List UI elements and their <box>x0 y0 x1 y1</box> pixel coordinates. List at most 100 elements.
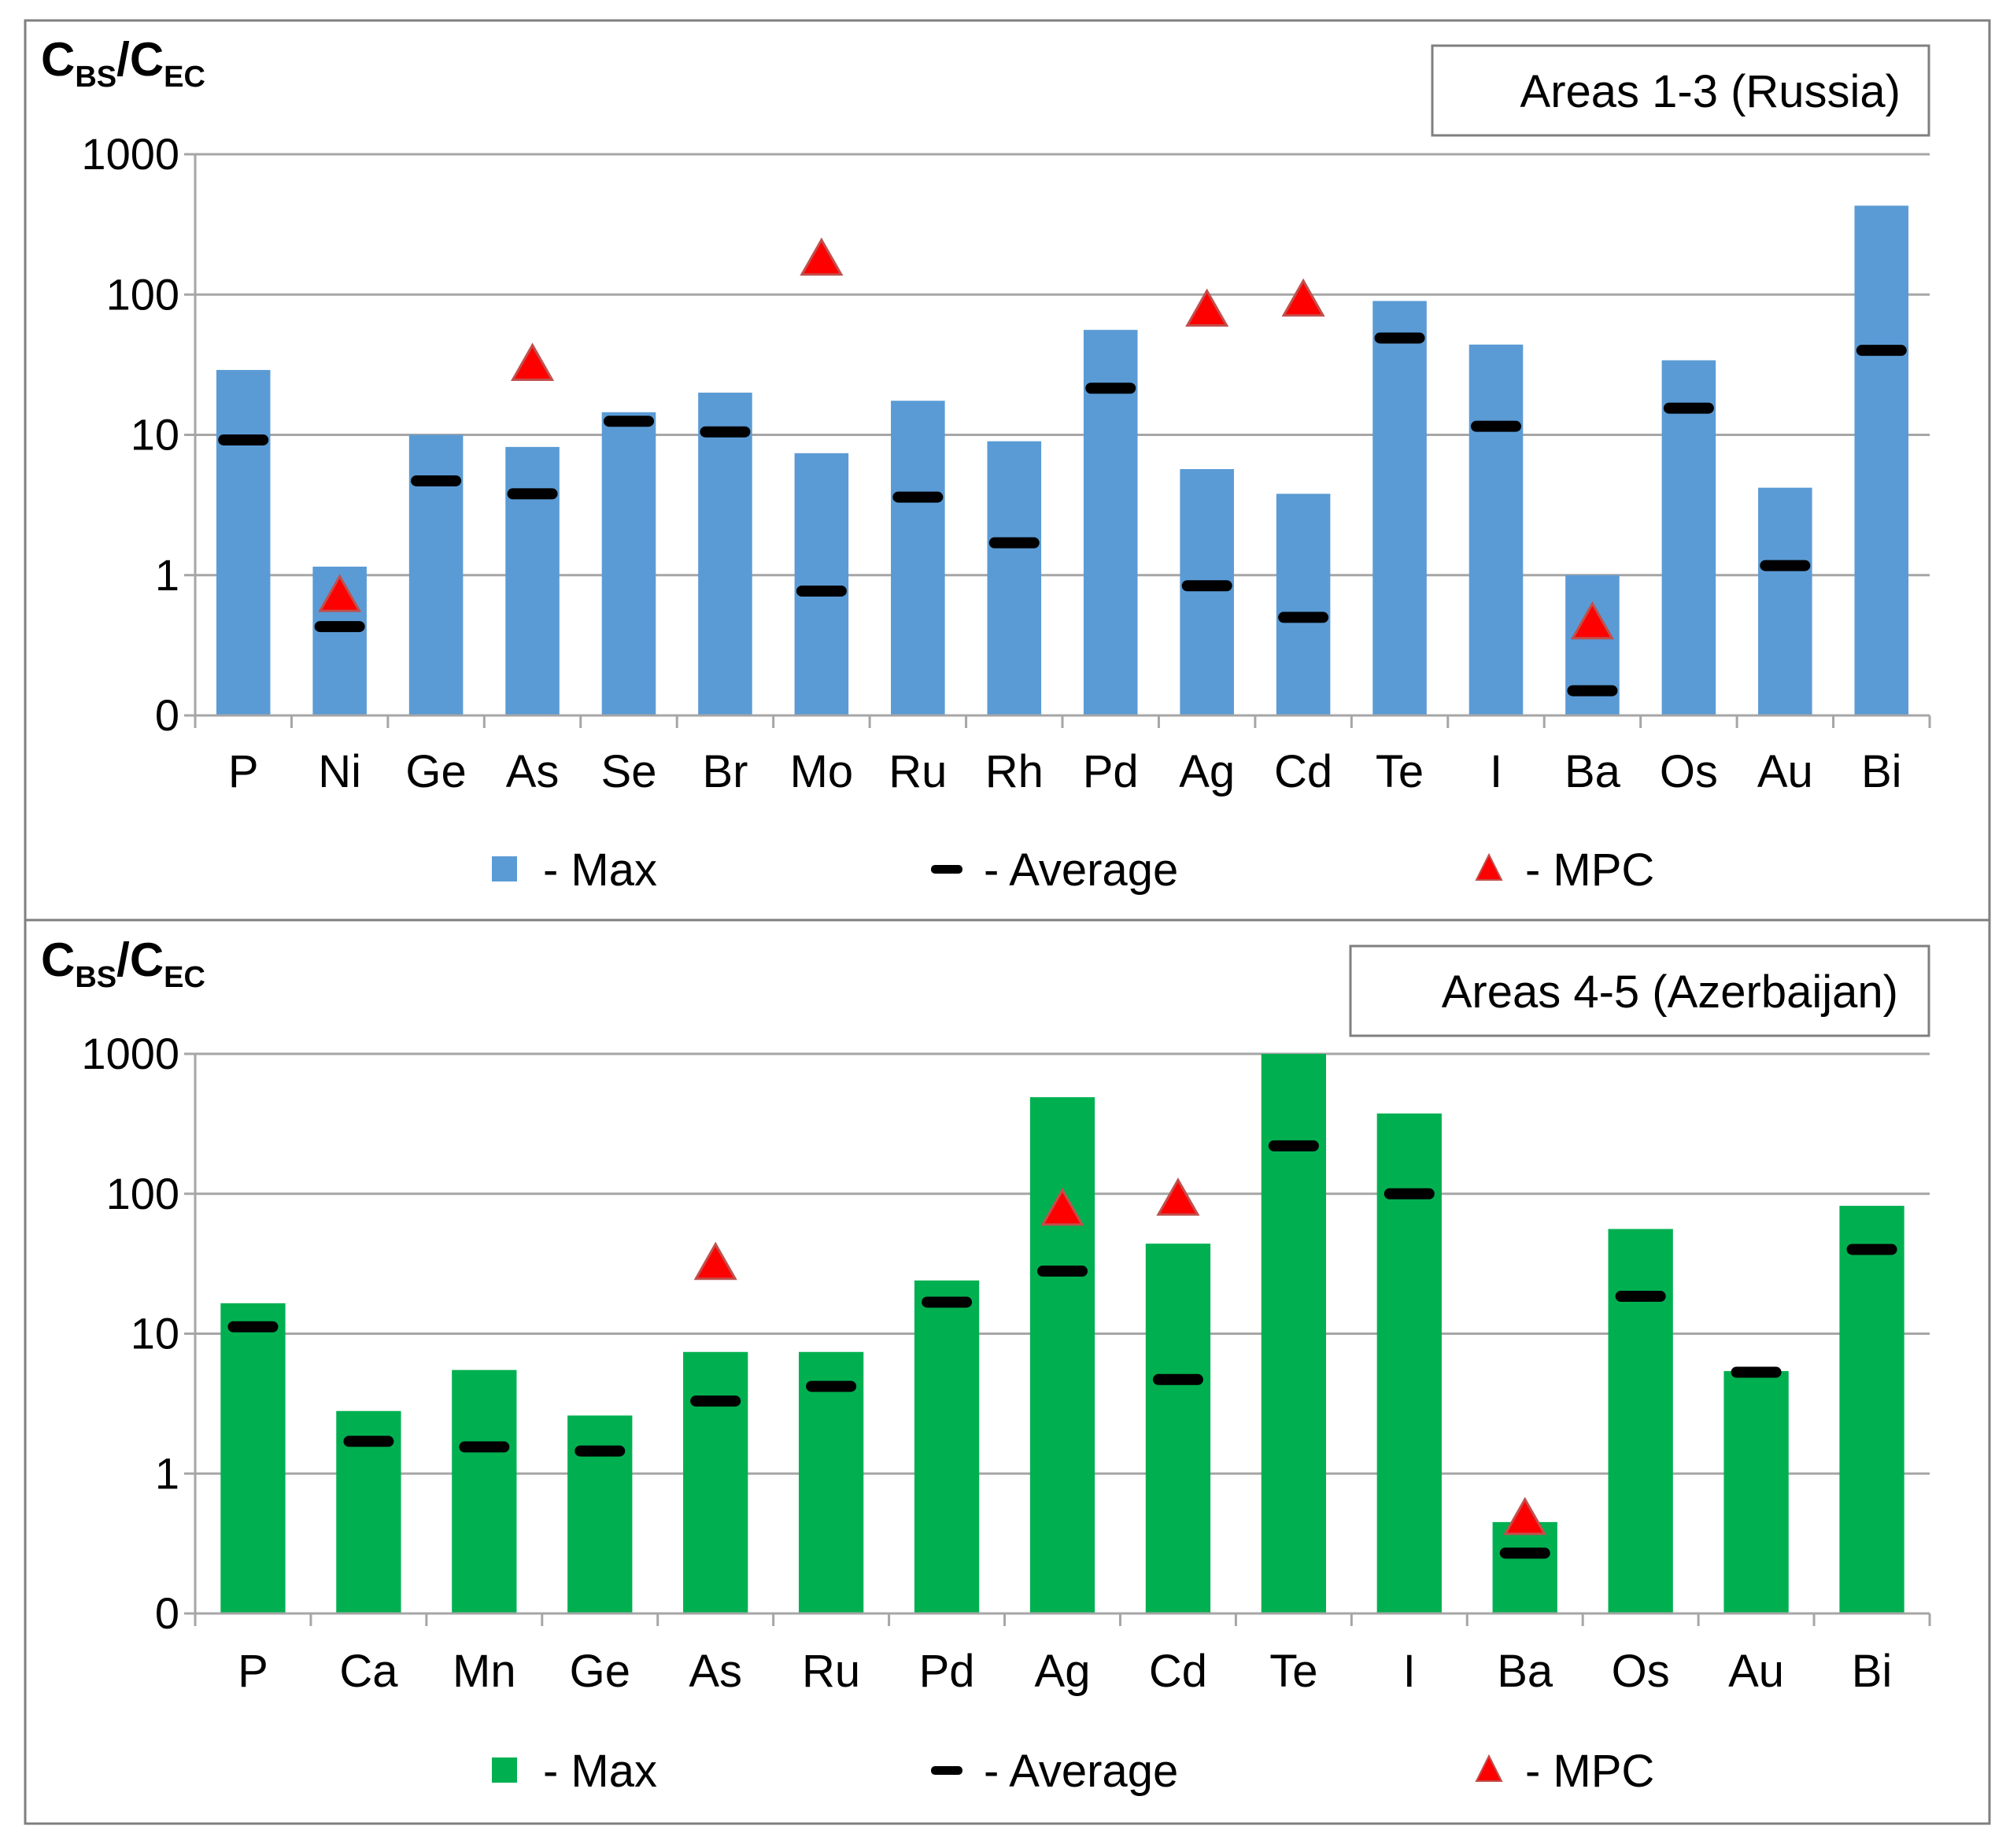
mpc-marker <box>800 237 844 276</box>
mpc-marker <box>318 574 362 612</box>
y-tick-label: 1000 <box>81 1029 179 1078</box>
average-marker <box>1085 383 1136 394</box>
average-marker <box>411 475 462 486</box>
y-tick-label: 10 <box>131 1309 179 1358</box>
y-tick-label: 1 <box>155 550 179 600</box>
x-tick-label: I <box>1490 746 1502 797</box>
legend-average-swatch <box>931 1766 962 1775</box>
annotation-box <box>1431 44 1930 137</box>
average-marker <box>1374 332 1425 344</box>
legend-max-label: - Max <box>543 845 657 896</box>
bar-max <box>1261 1054 1327 1613</box>
x-tick-label: Rh <box>985 746 1044 797</box>
bar-max <box>1372 301 1427 716</box>
bar-max <box>798 1351 864 1613</box>
average-marker <box>1567 685 1618 697</box>
x-tick-label: I <box>1403 1646 1416 1697</box>
legend-mpc-label: - MPC <box>1525 845 1654 896</box>
bar-max <box>567 1415 633 1613</box>
bar-max <box>1029 1097 1095 1613</box>
x-tick-label: As <box>506 746 560 797</box>
x-tick-label: Pd <box>919 1646 975 1697</box>
mpc-marker <box>1570 601 1615 640</box>
bar-max <box>1839 1206 1904 1613</box>
x-tick-label: Ba <box>1565 746 1621 797</box>
panel-frame <box>24 918 1991 1825</box>
bar-max <box>216 370 271 715</box>
bar-max <box>1758 487 1812 715</box>
average-marker <box>700 426 751 438</box>
average-marker <box>1760 560 1811 571</box>
average-marker <box>459 1441 510 1453</box>
x-tick-label: Ag <box>1179 746 1235 797</box>
annotation-text: Areas 4-5 (Azerbaijan) <box>1442 967 1898 1018</box>
x-tick-label: P <box>228 746 259 797</box>
legend-max-swatch <box>492 1757 517 1783</box>
x-tick-label: Ni <box>318 746 361 797</box>
average-marker <box>892 491 944 503</box>
bar-max <box>1723 1371 1789 1613</box>
x-tick-label: As <box>689 1646 742 1697</box>
average-marker <box>1731 1366 1782 1378</box>
x-tick-label: Bi <box>1861 746 1902 797</box>
average-marker <box>1499 1547 1550 1559</box>
bar-max <box>698 392 752 715</box>
mpc-marker <box>1156 1177 1200 1216</box>
mpc-marker <box>1185 288 1229 327</box>
bar-max <box>1492 1521 1557 1613</box>
average-marker <box>1663 402 1714 414</box>
mpc-marker <box>510 342 555 381</box>
y-tick-label: 1000 <box>81 129 179 179</box>
average-marker <box>574 1445 626 1457</box>
mpc-marker <box>1281 278 1325 317</box>
legend-max-label: - Max <box>543 1746 657 1797</box>
annotation-text: Areas 1-3 (Russia) <box>1520 66 1901 117</box>
y-tick-label: 10 <box>131 410 179 460</box>
average-marker <box>1181 580 1232 592</box>
y-tick-label: 100 <box>106 269 179 319</box>
mpc-marker <box>1503 1496 1547 1536</box>
x-tick-label: P <box>238 1646 268 1697</box>
average-marker <box>1846 1244 1897 1255</box>
x-tick-label: Ru <box>802 1646 860 1697</box>
bar-max <box>1083 330 1138 715</box>
legend-mpc-swatch <box>1475 1754 1503 1782</box>
x-tick-label: Cd <box>1274 746 1332 797</box>
average-marker <box>1268 1140 1319 1151</box>
bar-max <box>1276 493 1331 715</box>
x-tick-label: Ge <box>405 746 466 797</box>
panel-azerbaijan: CBS/CEC Areas 4-5 (Azerbaijan) 0 1 10 100 10… <box>24 918 1991 1825</box>
legend-average-swatch <box>931 865 962 874</box>
average-marker <box>1471 420 1521 432</box>
y-tick-label: 1 <box>155 1448 179 1498</box>
x-tick-label: Te <box>1376 746 1424 797</box>
panel-russia: CBS/CEC Areas 1-3 (Russia) 0 1 10 100 1000 P… <box>24 19 1991 922</box>
legend-max-swatch <box>492 856 517 881</box>
average-marker <box>806 1380 857 1392</box>
bar-max <box>891 401 945 715</box>
y-axis-title: CBS/CEC <box>41 933 205 994</box>
y-tick-label: 100 <box>106 1169 179 1218</box>
x-tick-label: Pd <box>1083 746 1139 797</box>
average-marker <box>796 585 847 597</box>
bar-max <box>1661 360 1716 715</box>
bar-max <box>601 412 656 715</box>
bar-max <box>1608 1229 1673 1613</box>
bar-max <box>794 453 849 715</box>
average-marker <box>507 488 558 500</box>
bar-max <box>1854 205 1909 716</box>
average-marker <box>218 434 269 445</box>
legend-average-label: - Average <box>984 1746 1178 1797</box>
average-marker <box>1384 1188 1435 1199</box>
legend-average-label: - Average <box>984 845 1178 896</box>
x-tick-label: Au <box>1728 1646 1784 1697</box>
average-marker <box>1037 1266 1088 1277</box>
legend-mpc-swatch <box>1475 852 1503 881</box>
bar-max <box>1468 344 1524 715</box>
x-tick-label: Ba <box>1497 1646 1553 1697</box>
legend-mpc-label: - MPC <box>1525 1746 1654 1797</box>
x-tick-label: Br <box>702 746 748 797</box>
mpc-marker <box>693 1241 737 1281</box>
average-marker <box>690 1395 741 1407</box>
